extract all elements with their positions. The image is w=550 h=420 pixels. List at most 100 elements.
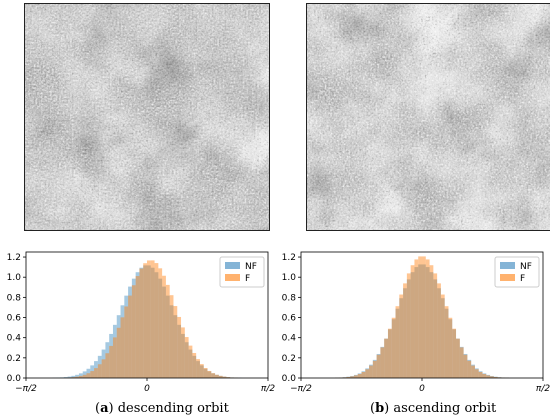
y-tick-label: 0.6 [7, 314, 22, 324]
histogram-bar [211, 373, 216, 378]
histogram-bar [440, 294, 445, 378]
legend-label-NF: NF [520, 262, 532, 272]
histogram-bar [162, 286, 166, 378]
histogram-bar [471, 364, 475, 378]
histogram-bar [372, 359, 377, 378]
histogram-bar [425, 259, 430, 378]
y-tick-label: 0.4 [282, 334, 297, 344]
histogram-bar [181, 327, 185, 378]
histogram-bar [143, 265, 147, 378]
histogram-bar [116, 315, 121, 378]
y-tick-label: 0.0 [7, 374, 22, 384]
histogram-bar [463, 354, 468, 378]
histogram-bar [154, 272, 159, 378]
histogram-bar [63, 377, 68, 378]
histogram-bar [215, 374, 219, 378]
y-tick-label: 0.8 [282, 293, 297, 303]
histogram-bar [403, 288, 407, 378]
histogram-bar [490, 376, 494, 378]
histogram-bar [177, 324, 182, 378]
histogram-bar [105, 342, 110, 378]
histogram-bar [369, 364, 373, 378]
histogram-bar [116, 327, 121, 378]
y-tick-label: 1.2 [7, 253, 21, 263]
histogram-bar [448, 317, 453, 378]
histogram-bar [177, 316, 182, 378]
series-NF [335, 264, 509, 378]
histogram-bar [199, 365, 204, 378]
histogram-bar [444, 308, 449, 378]
sar-texture [25, 4, 269, 230]
histogram-bar [169, 305, 174, 378]
histogram-bar [147, 260, 151, 378]
legend: NF F [494, 256, 540, 288]
histogram-bar [158, 268, 163, 378]
y-tick-label: 1.2 [282, 253, 296, 263]
legend-swatch-F [225, 274, 240, 281]
y-tick-label: 0.0 [282, 374, 297, 384]
histogram-bar [437, 288, 441, 378]
histogram-bar [467, 360, 472, 378]
y-tick-label: 0.4 [7, 334, 22, 344]
histogram-bar [456, 338, 460, 378]
histogram-bar [433, 273, 438, 378]
histogram-bar [482, 373, 487, 378]
histogram-bar [384, 338, 388, 378]
histogram-bar [173, 306, 178, 378]
histogram-bar [414, 267, 419, 378]
histogram-bar [154, 263, 159, 378]
histogram-bar [474, 369, 479, 378]
histogram-bar [418, 264, 422, 378]
histogram-bar [173, 315, 178, 378]
histogram-bar [105, 353, 110, 378]
histogram-bar [78, 373, 83, 378]
series-NF [52, 265, 242, 378]
histogram-descending: 0.0 0.2 0.4 0.6 0.8 1.0 1.2 −π/2 0 π/2 NF F [0, 246, 275, 396]
histogram-bar [410, 272, 415, 378]
histogram-bar [459, 347, 464, 378]
caption-b: (b) ascending orbit [370, 401, 497, 416]
histogram-bar [131, 278, 136, 378]
histogram-bar [135, 272, 140, 378]
caption-a: (a) descending orbit [95, 401, 229, 416]
histogram-bar [361, 371, 366, 378]
histogram-bar [109, 345, 113, 378]
histogram-bar [120, 305, 125, 378]
x-tick-label: −π/2 [15, 384, 37, 394]
histogram-bar [165, 284, 170, 378]
histogram-bar [365, 368, 370, 378]
caption-letter: b [375, 401, 385, 416]
histogram-bar [452, 329, 457, 378]
histogram-bar [384, 338, 388, 378]
histogram-bar [406, 279, 411, 378]
histogram-bar [437, 283, 441, 378]
histogram-bar [361, 371, 366, 378]
histogram-bar [222, 376, 227, 378]
histogram-bar [203, 368, 208, 378]
histogram-bar [478, 371, 483, 378]
histogram-bar [350, 375, 354, 378]
histogram-bar [124, 295, 129, 378]
histogram-bar [112, 324, 117, 378]
histogram-bar [357, 373, 362, 378]
histogram-bar [94, 361, 98, 378]
histogram-bar [395, 306, 400, 378]
histogram-bar [184, 342, 189, 378]
histogram-bar [78, 375, 83, 378]
histogram-bar [353, 374, 358, 378]
legend-swatch-NF [500, 262, 515, 269]
histogram-bar [124, 306, 129, 378]
series-F [63, 260, 238, 378]
histogram-bar [380, 346, 385, 378]
histogram-bar [456, 338, 460, 378]
histogram-bar [471, 365, 475, 378]
histogram-bar [429, 272, 434, 378]
histogram-bar [101, 349, 106, 378]
histogram-bar [90, 365, 95, 378]
histogram-bar [218, 375, 223, 378]
legend-box [219, 256, 265, 288]
histogram-bar [376, 354, 381, 378]
caption-text: ascending orbit [393, 401, 497, 416]
sar-texture [307, 4, 550, 230]
y-tick-label: 0.6 [282, 314, 297, 324]
